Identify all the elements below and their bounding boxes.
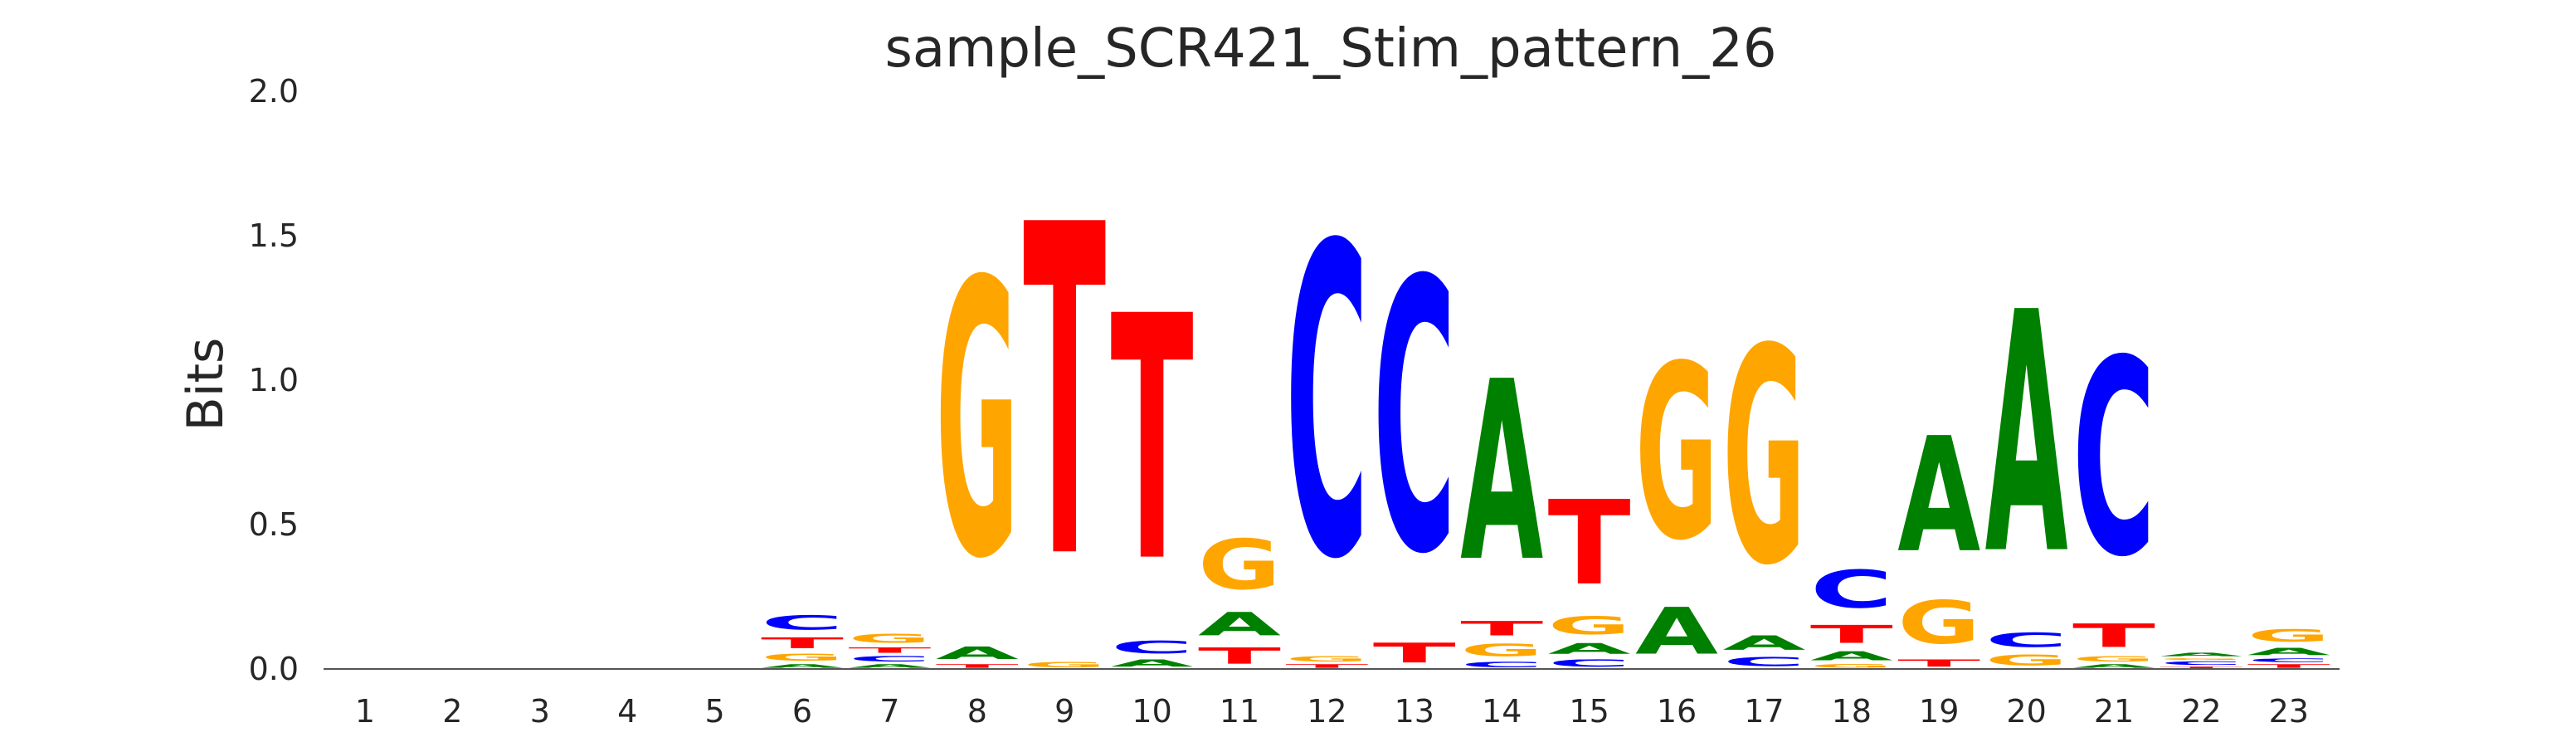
y-axis-ticks: 0.0 0.5 1.0 1.5 2.0	[249, 73, 299, 687]
x-tick-label: 1	[355, 693, 375, 730]
logo-letter-a: A	[2072, 663, 2155, 669]
logo-letter-c: C	[1548, 657, 1631, 669]
logo-letter-g: G	[1198, 525, 1281, 605]
logo-letter-g: G	[1460, 640, 1543, 660]
x-tick-label: 16	[1657, 693, 1697, 730]
logo-letter-a: A	[848, 663, 931, 669]
logo-letter-a: A	[1810, 649, 1893, 663]
logo-letter-t: T	[848, 646, 931, 654]
x-tick-label: 7	[879, 693, 899, 730]
logo-letter-a: A	[761, 663, 844, 669]
logo-letter-c: C	[2247, 657, 2330, 663]
logo-letter-a: A	[936, 643, 1020, 663]
x-tick-label: 6	[792, 693, 812, 730]
chart-title: sample_SCR421_Stim_pattern_26	[884, 18, 1776, 80]
logo-letter-g: G	[848, 632, 931, 646]
logo-letter-a: A	[1111, 657, 1194, 669]
logo-letter-t: T	[2072, 618, 2155, 655]
logo-letter-c: C	[1985, 629, 2068, 652]
x-tick-label: 4	[617, 693, 637, 730]
logo-letter-g: G	[2072, 655, 2155, 663]
y-tick-label: 0.0	[249, 651, 299, 687]
x-tick-label: 11	[1220, 693, 1259, 730]
logo-letter-a: A	[1635, 594, 1718, 669]
logo-letter-c: C	[1285, 156, 1368, 653]
x-tick-label: 17	[1744, 693, 1784, 730]
logo-letter-t: T	[1810, 620, 1893, 649]
logo-letter-c: C	[1722, 655, 1805, 669]
logo-letter-a: A	[2160, 652, 2242, 657]
logo-letter-t: T	[1373, 637, 1456, 669]
logo-letter-a: A	[1198, 606, 1281, 643]
logo-letter-t: T	[1285, 663, 1368, 669]
logo-letter-g: G	[1285, 655, 1368, 663]
logo-letter-t: T	[2247, 663, 2330, 669]
y-axis-label: Bits	[177, 338, 235, 432]
y-tick-label: 0.5	[249, 506, 299, 543]
x-tick-label: 3	[530, 693, 550, 730]
logo-letter-a: A	[1460, 330, 1543, 617]
logo-letters: AGTCACTGTAGGTACTTAGTGCTCCGTACAGTAGCAGGAT…	[761, 130, 2330, 669]
logo-letter-c: C	[1810, 559, 1893, 619]
x-tick-label: 8	[967, 693, 987, 730]
logo-letter-t: T	[1111, 246, 1195, 637]
logo-letter-a: A	[1985, 242, 2069, 627]
logo-letter-c: C	[1373, 203, 1456, 636]
x-tick-label: 20	[2006, 693, 2046, 730]
x-tick-label: 15	[1569, 693, 1609, 730]
x-tick-label: 21	[2094, 693, 2134, 730]
logo-letter-c: C	[761, 612, 844, 635]
logo-letter-g: G	[1810, 663, 1893, 669]
logo-letter-t: T	[761, 634, 844, 652]
logo-letter-t: T	[936, 663, 1019, 669]
logo-letter-c: C	[1460, 661, 1543, 669]
logo-letter-t: T	[2160, 666, 2242, 669]
logo-letter-c: C	[1111, 637, 1194, 657]
logo-letter-g: G	[1023, 661, 1106, 669]
logo-letter-g: G	[1722, 285, 1805, 630]
x-tick-label: 12	[1307, 693, 1346, 730]
logo-letter-g: G	[1985, 652, 2068, 669]
logo-letter-t: T	[1023, 130, 1107, 659]
logo-letter-a: A	[1722, 632, 1805, 655]
x-axis-ticks: 1 2 3 4 5 6 7 8 9 10 11 12 13 14 15 16 17 18 19 20 21 22 23	[355, 693, 2309, 730]
x-tick-label: 13	[1395, 693, 1434, 730]
y-tick-label: 1.5	[249, 217, 299, 254]
x-tick-label: 19	[1919, 693, 1959, 730]
logo-letter-c: C	[2160, 661, 2242, 666]
logo-letter-t: T	[1198, 643, 1281, 669]
logo-letter-g: G	[761, 652, 844, 663]
x-tick-label: 22	[2181, 693, 2221, 730]
logo-letter-a: A	[2247, 646, 2330, 657]
x-tick-label: 2	[442, 693, 462, 730]
logo-letter-t: T	[1897, 657, 1980, 669]
logo-letter-t: T	[1460, 618, 1544, 641]
logo-letter-g: G	[1635, 315, 1718, 593]
logo-letter-c: C	[2072, 302, 2155, 616]
x-tick-label: 5	[705, 693, 725, 730]
logo-letter-g: G	[2160, 657, 2242, 660]
logo-letter-g: G	[2247, 626, 2330, 646]
x-tick-label: 14	[1482, 693, 1522, 730]
y-tick-label: 1.0	[249, 362, 299, 398]
x-tick-label: 23	[2269, 693, 2309, 730]
x-tick-label: 9	[1054, 693, 1074, 730]
logo-letter-a: A	[1548, 640, 1631, 657]
logo-letter-c: C	[848, 655, 931, 663]
logo-letter-t: T	[1548, 476, 1631, 611]
logo-letter-a: A	[1897, 404, 1980, 588]
x-tick-label: 18	[1832, 693, 1872, 730]
y-tick-label: 2.0	[249, 73, 299, 110]
logo-letter-g: G	[936, 202, 1019, 642]
x-tick-label: 10	[1132, 693, 1171, 730]
logo-letter-g: G	[1548, 612, 1631, 641]
logo-letter-g: G	[1897, 588, 1980, 657]
